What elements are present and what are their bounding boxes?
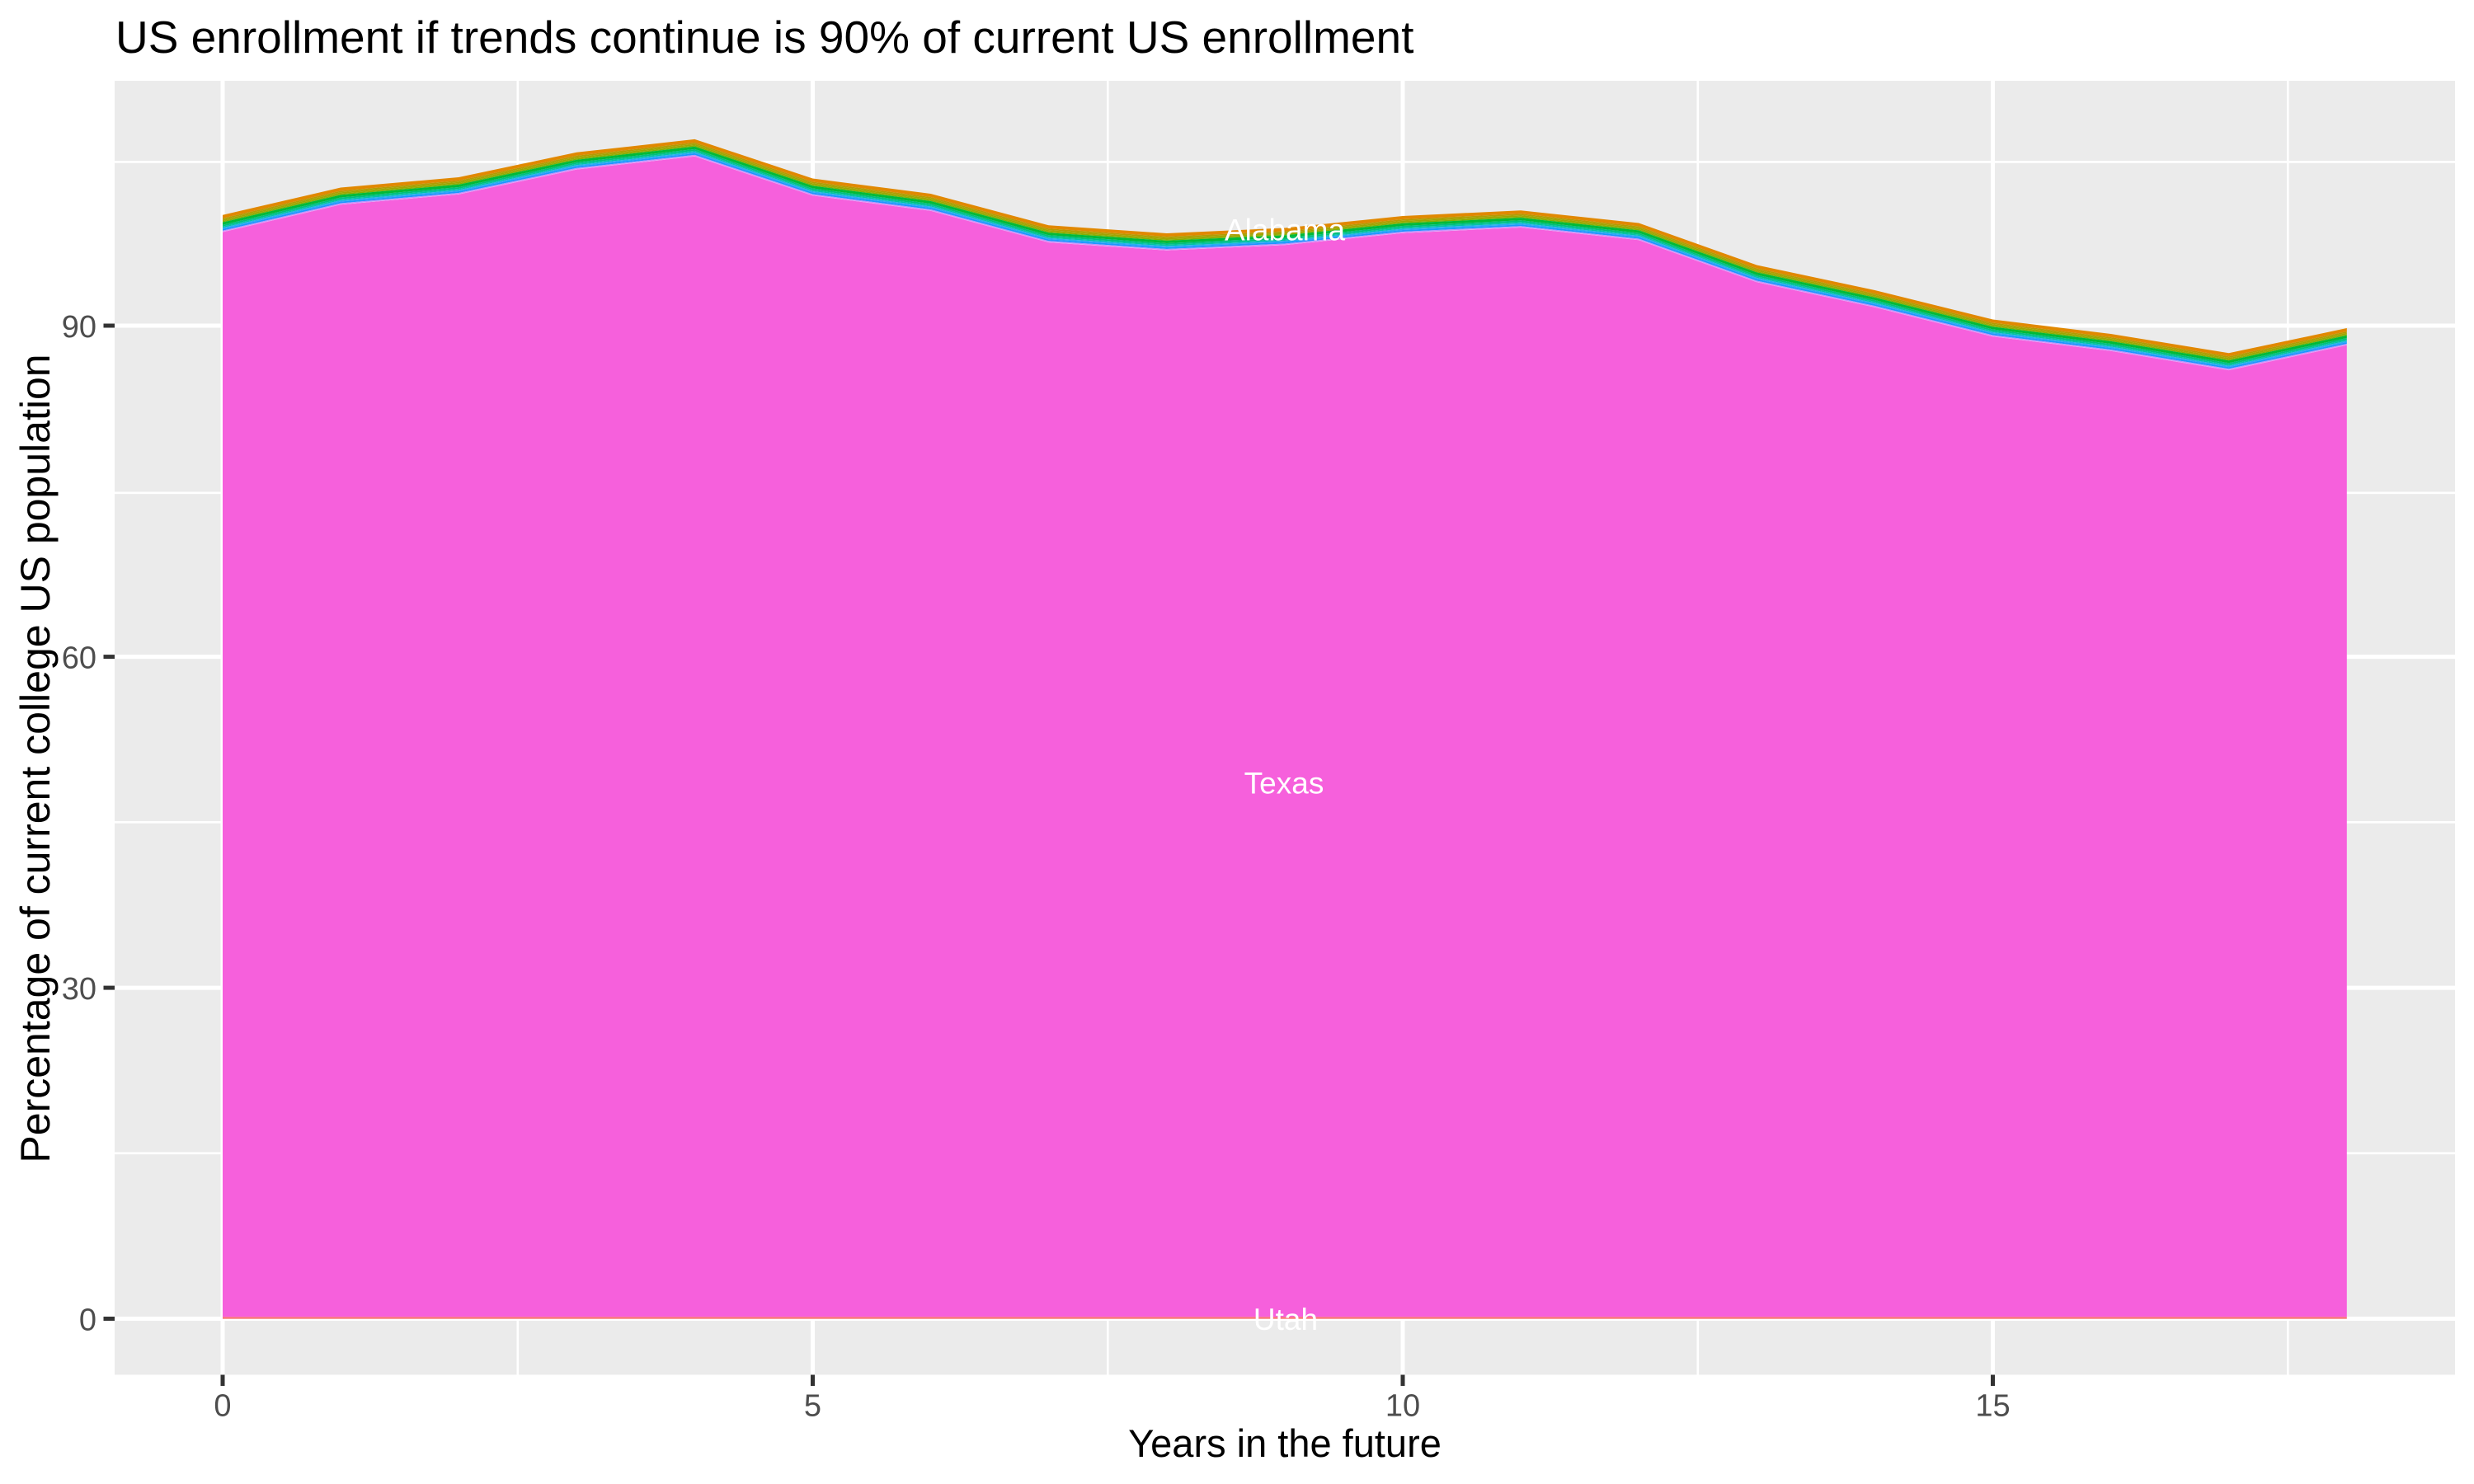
svg-text:10: 10 [1385, 1389, 1420, 1424]
svg-text:30: 30 [62, 972, 96, 1007]
svg-text:US enrollment if trends contin: US enrollment if trends continue is 90% … [115, 12, 1413, 63]
svg-text:Utah: Utah [1253, 1303, 1318, 1336]
svg-text:Years in the future: Years in the future [1128, 1421, 1442, 1465]
svg-text:60: 60 [62, 641, 96, 675]
svg-text:5: 5 [804, 1389, 821, 1424]
svg-text:0: 0 [214, 1389, 231, 1424]
svg-text:Percentage of current college: Percentage of current college US populat… [12, 354, 59, 1162]
svg-text:90: 90 [62, 310, 96, 345]
svg-text:15: 15 [1975, 1389, 2010, 1424]
svg-text:Texas: Texas [1244, 767, 1324, 801]
svg-text:0: 0 [79, 1303, 96, 1337]
svg-text:Alabama: Alabama [1225, 214, 1345, 247]
